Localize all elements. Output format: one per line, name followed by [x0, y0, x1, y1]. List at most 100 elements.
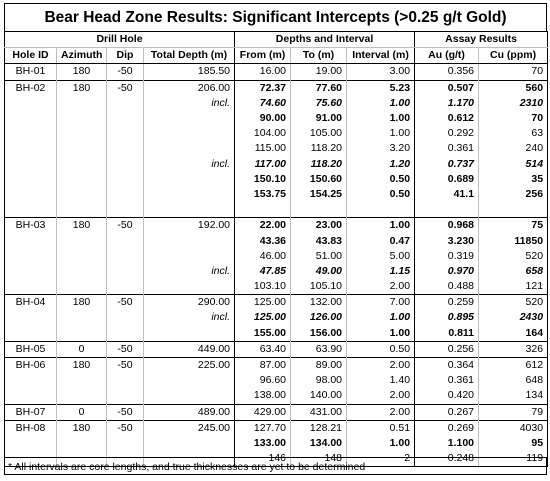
au-cell: 0.811 — [414, 325, 479, 342]
from-cell: 125.00 — [234, 294, 291, 311]
interval-cell: 1.00 — [346, 310, 416, 326]
dip-cell — [106, 156, 144, 172]
interval-cell: 2.00 — [346, 388, 416, 404]
au-cell: 0.507 — [414, 79, 479, 96]
from-cell: 74.60 — [234, 95, 291, 111]
interval-cell: 0.50 — [346, 186, 416, 203]
to-cell: 132.00 — [290, 294, 347, 311]
azimuth-cell: 180 — [56, 294, 107, 311]
incl-label: incl. — [142, 310, 236, 326]
table-row: BH-06 180 -50 225.00 87.00 89.00 2.00 0.364 612 — [4, 356, 549, 374]
from-cell: 115.00 — [234, 141, 291, 157]
cu-cell: 121 — [478, 279, 549, 295]
dip-cell — [106, 279, 144, 295]
interval-cell: 1.00 — [346, 435, 416, 452]
total-depth-cell — [142, 141, 236, 157]
hole-id-cell — [4, 325, 57, 342]
from-cell: 117.00 — [234, 156, 291, 172]
to-cell — [290, 202, 347, 218]
total-depth-cell: 449.00 — [142, 340, 236, 358]
cu-cell: 11850 — [478, 233, 549, 249]
from-cell: 63.40 — [234, 340, 291, 358]
to-cell: 140.00 — [290, 388, 347, 404]
total-depth-cell: 225.00 — [142, 356, 236, 374]
table-row: BH-01 180 -50 185.50 16.00 19.00 3.00 0.356 70 — [4, 63, 549, 81]
hole-id-cell — [4, 451, 57, 468]
total-depth-cell — [142, 171, 236, 187]
from-cell: 46.00 — [234, 248, 291, 264]
au-cell: 0.292 — [414, 126, 479, 142]
to-cell: 156.00 — [290, 325, 347, 342]
interval-cell: 0.51 — [346, 419, 416, 436]
cu-cell: 70 — [478, 63, 549, 81]
cu-cell: 648 — [478, 373, 549, 389]
dip-cell — [106, 373, 144, 389]
total-depth-cell — [142, 325, 236, 342]
table-row: incl. 117.00 118.20 1.20 0.737 514 — [4, 156, 549, 172]
group-depths: Depths and Interval — [234, 30, 416, 49]
hole-id-cell: BH-03 — [4, 217, 57, 234]
interval-cell: 1.00 — [346, 325, 416, 342]
from-cell: 146 — [234, 451, 291, 468]
from-cell: 43.36 — [234, 233, 291, 249]
table-row: 155.00 156.00 1.00 0.811 164 — [4, 325, 549, 342]
table-row: 43.36 43.83 0.47 3.230 11850 — [4, 233, 549, 249]
table-row: 138.00 140.00 2.00 0.420 134 — [4, 388, 549, 404]
azimuth-cell — [56, 95, 107, 111]
to-cell: 49.00 — [290, 263, 347, 279]
dip-cell — [106, 171, 144, 187]
col-from: From (m) — [234, 47, 291, 65]
from-cell: 16.00 — [234, 63, 291, 81]
from-cell: 127.70 — [234, 419, 291, 436]
to-cell: 154.25 — [290, 186, 347, 203]
footnote: * All intervals are core lengths, and tr… — [4, 457, 547, 475]
cu-cell: 520 — [478, 248, 549, 264]
au-cell: 0.256 — [414, 340, 479, 358]
table-row: 96.60 98.00 1.40 0.361 648 — [4, 373, 549, 389]
from-cell: 47.85 — [234, 263, 291, 279]
cu-cell: 2310 — [478, 95, 549, 111]
hole-id-cell — [4, 373, 57, 389]
col-cu: Cu (ppm) — [478, 47, 549, 65]
hole-id-cell — [4, 110, 57, 127]
total-depth-cell — [142, 202, 236, 218]
dip-cell — [106, 435, 144, 452]
dip-cell — [106, 310, 144, 326]
table-row: 104.00 105.00 1.00 0.292 63 — [4, 126, 549, 142]
total-depth-cell — [142, 248, 236, 264]
total-depth-cell: 185.50 — [142, 63, 236, 81]
to-cell: 98.00 — [290, 373, 347, 389]
au-cell: 0.248 — [414, 451, 479, 468]
hole-id-cell — [4, 141, 57, 157]
col-dip: Dip — [106, 47, 144, 65]
from-cell: 96.60 — [234, 373, 291, 389]
group-assay: Assay Results — [414, 30, 549, 49]
dip-cell: -50 — [106, 63, 144, 81]
au-cell: 1.170 — [414, 95, 479, 111]
incl-label: incl. — [142, 95, 236, 111]
interval-cell: 2.00 — [346, 279, 416, 295]
hole-id-cell — [4, 435, 57, 452]
from-cell — [234, 202, 291, 218]
to-cell: 118.20 — [290, 141, 347, 157]
dip-cell — [106, 233, 144, 249]
column-header-row: Hole ID Azimuth Dip Total Depth (m) From… — [4, 47, 549, 65]
col-interval: Interval (m) — [346, 47, 416, 65]
table-row: incl. 47.85 49.00 1.15 0.970 658 — [4, 263, 549, 279]
interval-cell — [346, 202, 416, 218]
cu-cell: 2430 — [478, 310, 549, 326]
interval-cell: 1.00 — [346, 126, 416, 142]
cu-cell: 514 — [478, 156, 549, 172]
au-cell: 0.968 — [414, 217, 479, 234]
cu-cell: 560 — [478, 79, 549, 96]
cu-cell: 612 — [478, 356, 549, 374]
azimuth-cell: 180 — [56, 217, 107, 234]
from-cell: 22.00 — [234, 217, 291, 234]
col-azimuth: Azimuth — [56, 47, 107, 65]
cu-cell: 164 — [478, 325, 549, 342]
azimuth-cell — [56, 110, 107, 127]
azimuth-cell — [56, 388, 107, 404]
total-depth-cell: 290.00 — [142, 294, 236, 311]
cu-cell: 79 — [478, 403, 549, 421]
cu-cell: 240 — [478, 141, 549, 157]
